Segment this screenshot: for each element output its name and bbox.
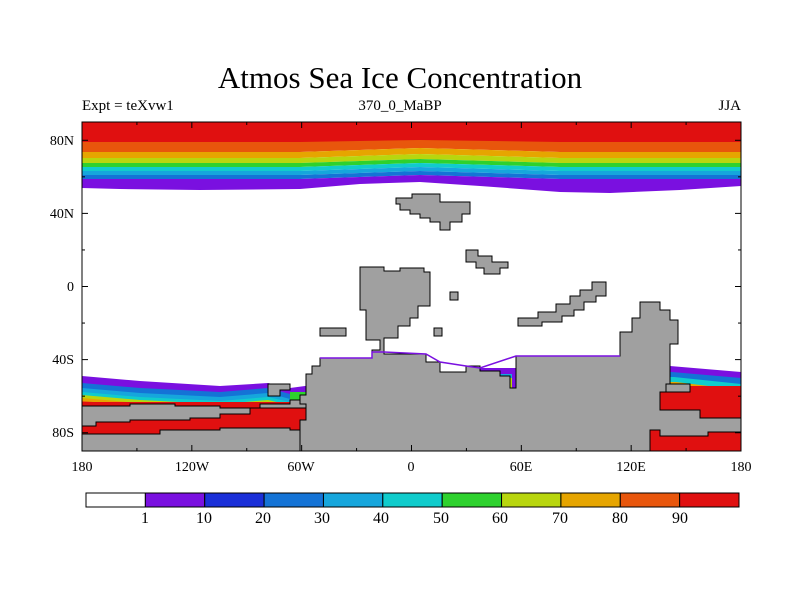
x-tick-label: 60W	[287, 460, 315, 475]
arctic-ice-band	[82, 122, 741, 142]
y-axis-labels: 80N 40N 0 40S 80S	[50, 134, 74, 441]
ice-edge-line	[320, 351, 620, 369]
island-arc	[517, 281, 607, 327]
arctic-ice-band	[82, 171, 741, 179]
colorbar-label: 90	[672, 510, 688, 527]
x-tick-label: 60E	[510, 460, 533, 475]
colorbar-label: 50	[433, 510, 449, 527]
colorbar-label: 60	[492, 510, 508, 527]
colorbar-swatch	[501, 492, 562, 508]
colorbar-label: 20	[255, 510, 271, 527]
x-tick-label: 180	[72, 460, 93, 475]
colorbar-label: 70	[552, 510, 568, 527]
y-tick-label: 0	[67, 280, 74, 295]
map-plot-area	[82, 122, 741, 451]
colorbar-swatch	[441, 492, 503, 508]
colorbar-label: 10	[196, 510, 212, 527]
arctic-ice-band	[82, 148, 741, 158]
y-tick-label: 40N	[50, 207, 74, 222]
arctic-ice-band	[82, 154, 741, 163]
x-tick-label: 120E	[616, 460, 646, 475]
y-tick-label: 40S	[52, 353, 74, 368]
x-tick-label: 180	[731, 460, 752, 475]
arctic-ice-band	[82, 167, 741, 175]
colorbar-swatch	[85, 492, 146, 508]
x-axis-labels: 180 120W 60W 0 60E 120E 180	[72, 460, 752, 475]
colorbar-swatch	[204, 492, 265, 508]
chart-title: Atmos Sea Ice Concentration	[217, 60, 583, 95]
colorbar-swatch	[322, 492, 384, 508]
axis-ticks	[81, 122, 742, 451]
colorbar	[85, 492, 740, 508]
time-period-label: 370_0_MaBP	[358, 98, 442, 114]
northern-landmass	[395, 193, 471, 231]
arctic-ice-band	[82, 140, 741, 152]
colorbar-label: 1	[141, 510, 149, 527]
colorbar-label: 30	[314, 510, 330, 527]
y-tick-label: 80S	[52, 426, 74, 441]
colorbar-swatch	[144, 492, 206, 508]
island	[433, 327, 443, 337]
colorbar-labels: 1 10 20 30 40 50 60 70 80 90	[141, 510, 688, 527]
colorbar-swatch	[619, 492, 681, 508]
season-label: JJA	[718, 98, 741, 114]
colorbar-swatch	[560, 492, 621, 508]
colorbar-swatch	[382, 492, 443, 508]
northern-landmass	[465, 249, 509, 275]
experiment-label: Expt = teXvw1	[82, 98, 174, 114]
island	[319, 327, 347, 337]
colorbar-label: 80	[612, 510, 628, 527]
arctic-ice-band	[82, 175, 741, 193]
x-tick-label: 120W	[175, 460, 210, 475]
land-masses	[82, 193, 741, 451]
antarctic-peninsula	[267, 383, 291, 397]
land-fragment	[665, 383, 691, 393]
colorbar-label: 40	[373, 510, 389, 527]
island	[449, 291, 459, 301]
colorbar-swatch	[263, 492, 324, 508]
arctic-ice-band	[82, 163, 741, 171]
arctic-ice-band	[82, 159, 741, 167]
arctic-sea-ice	[82, 122, 741, 193]
x-tick-label: 0	[408, 460, 415, 475]
y-tick-label: 80N	[50, 134, 74, 149]
colorbar-swatch	[679, 492, 740, 508]
